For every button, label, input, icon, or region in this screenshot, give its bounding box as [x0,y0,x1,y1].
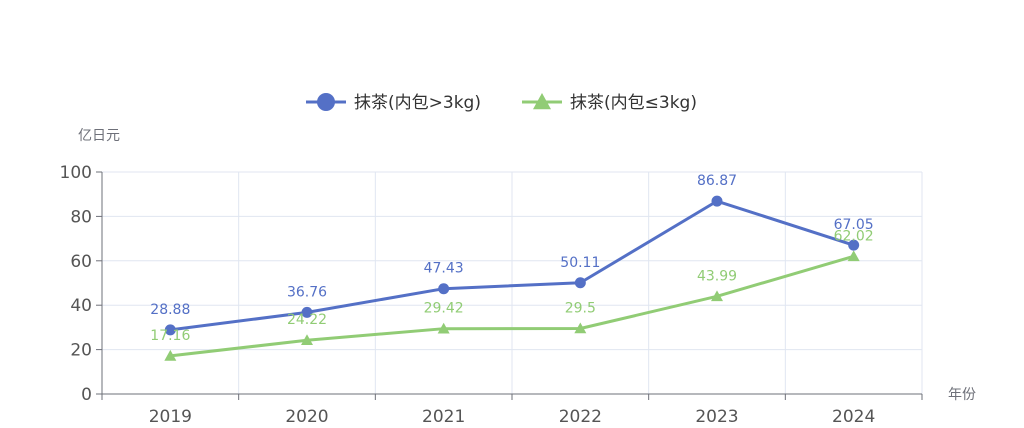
data-label: 50.11 [560,255,600,271]
triangle-icon [533,93,551,110]
x-tick-label: 2020 [285,407,328,427]
y-tick-label: 80 [70,207,92,227]
data-label: 28.88 [150,302,190,318]
data-label: 47.43 [424,261,464,277]
data-label: 43.99 [697,268,737,284]
series-line [170,254,855,358]
legend-item[interactable]: 抹茶(内包>3kg) [306,93,481,113]
data-point-triangle [164,349,177,361]
series-layer [164,195,860,361]
circle-icon [317,93,335,111]
y-tick-label: 100 [60,163,92,183]
x-tick-label: 2024 [832,407,875,427]
grid-lines [102,171,923,394]
data-label: 36.76 [287,284,327,300]
data-label: 62.02 [834,228,874,244]
y-axis-unit-label: 亿日元 [78,128,120,144]
data-point-circle [848,239,860,251]
data-point-triangle [847,250,860,262]
data-point-circle [301,306,313,318]
legend-label: 抹茶(内包≤3kg) [570,93,697,113]
data-point-circle [711,195,723,207]
data-point-circle [574,277,586,289]
axes: 0 20 40 60 80 100 2019 2020 2021 2022 2023 2024 [60,163,923,427]
data-point-triangle [301,334,313,346]
legend-label: 抹茶(内包>3kg) [354,93,481,113]
data-label: 24.22 [287,312,327,328]
data-label: 86.87 [697,173,737,189]
data-label: 67.05 [834,217,874,233]
data-label: 29.42 [424,301,464,317]
data-label: 29.5 [565,301,596,317]
data-point-triangle [711,290,723,302]
data-point-circle [164,324,176,336]
x-tick-label: 2021 [422,407,465,427]
data-point-triangle [437,322,450,334]
series-line [170,199,855,332]
y-tick-label: 40 [70,296,92,316]
x-tick-label: 2022 [559,407,602,427]
y-tick-label: 20 [70,341,92,361]
data-point-triangle [574,322,587,334]
x-tick-label: 2023 [695,407,738,427]
x-tick-label: 2019 [149,407,192,427]
legend-item[interactable]: 抹茶(内包≤3kg) [522,93,697,113]
x-axis-unit-label: 年份 [948,387,976,403]
y-tick-label: 0 [81,385,92,405]
data-label: 17.16 [150,328,190,344]
y-tick-label: 60 [70,252,92,272]
data-labels: 28.88 36.76 47.43 50.11 86.87 67.05 17.16 24.22… [150,173,873,344]
legend: 抹茶(内包>3kg) 抹茶(内包≤3kg) [306,93,697,113]
data-point-circle [438,283,450,295]
